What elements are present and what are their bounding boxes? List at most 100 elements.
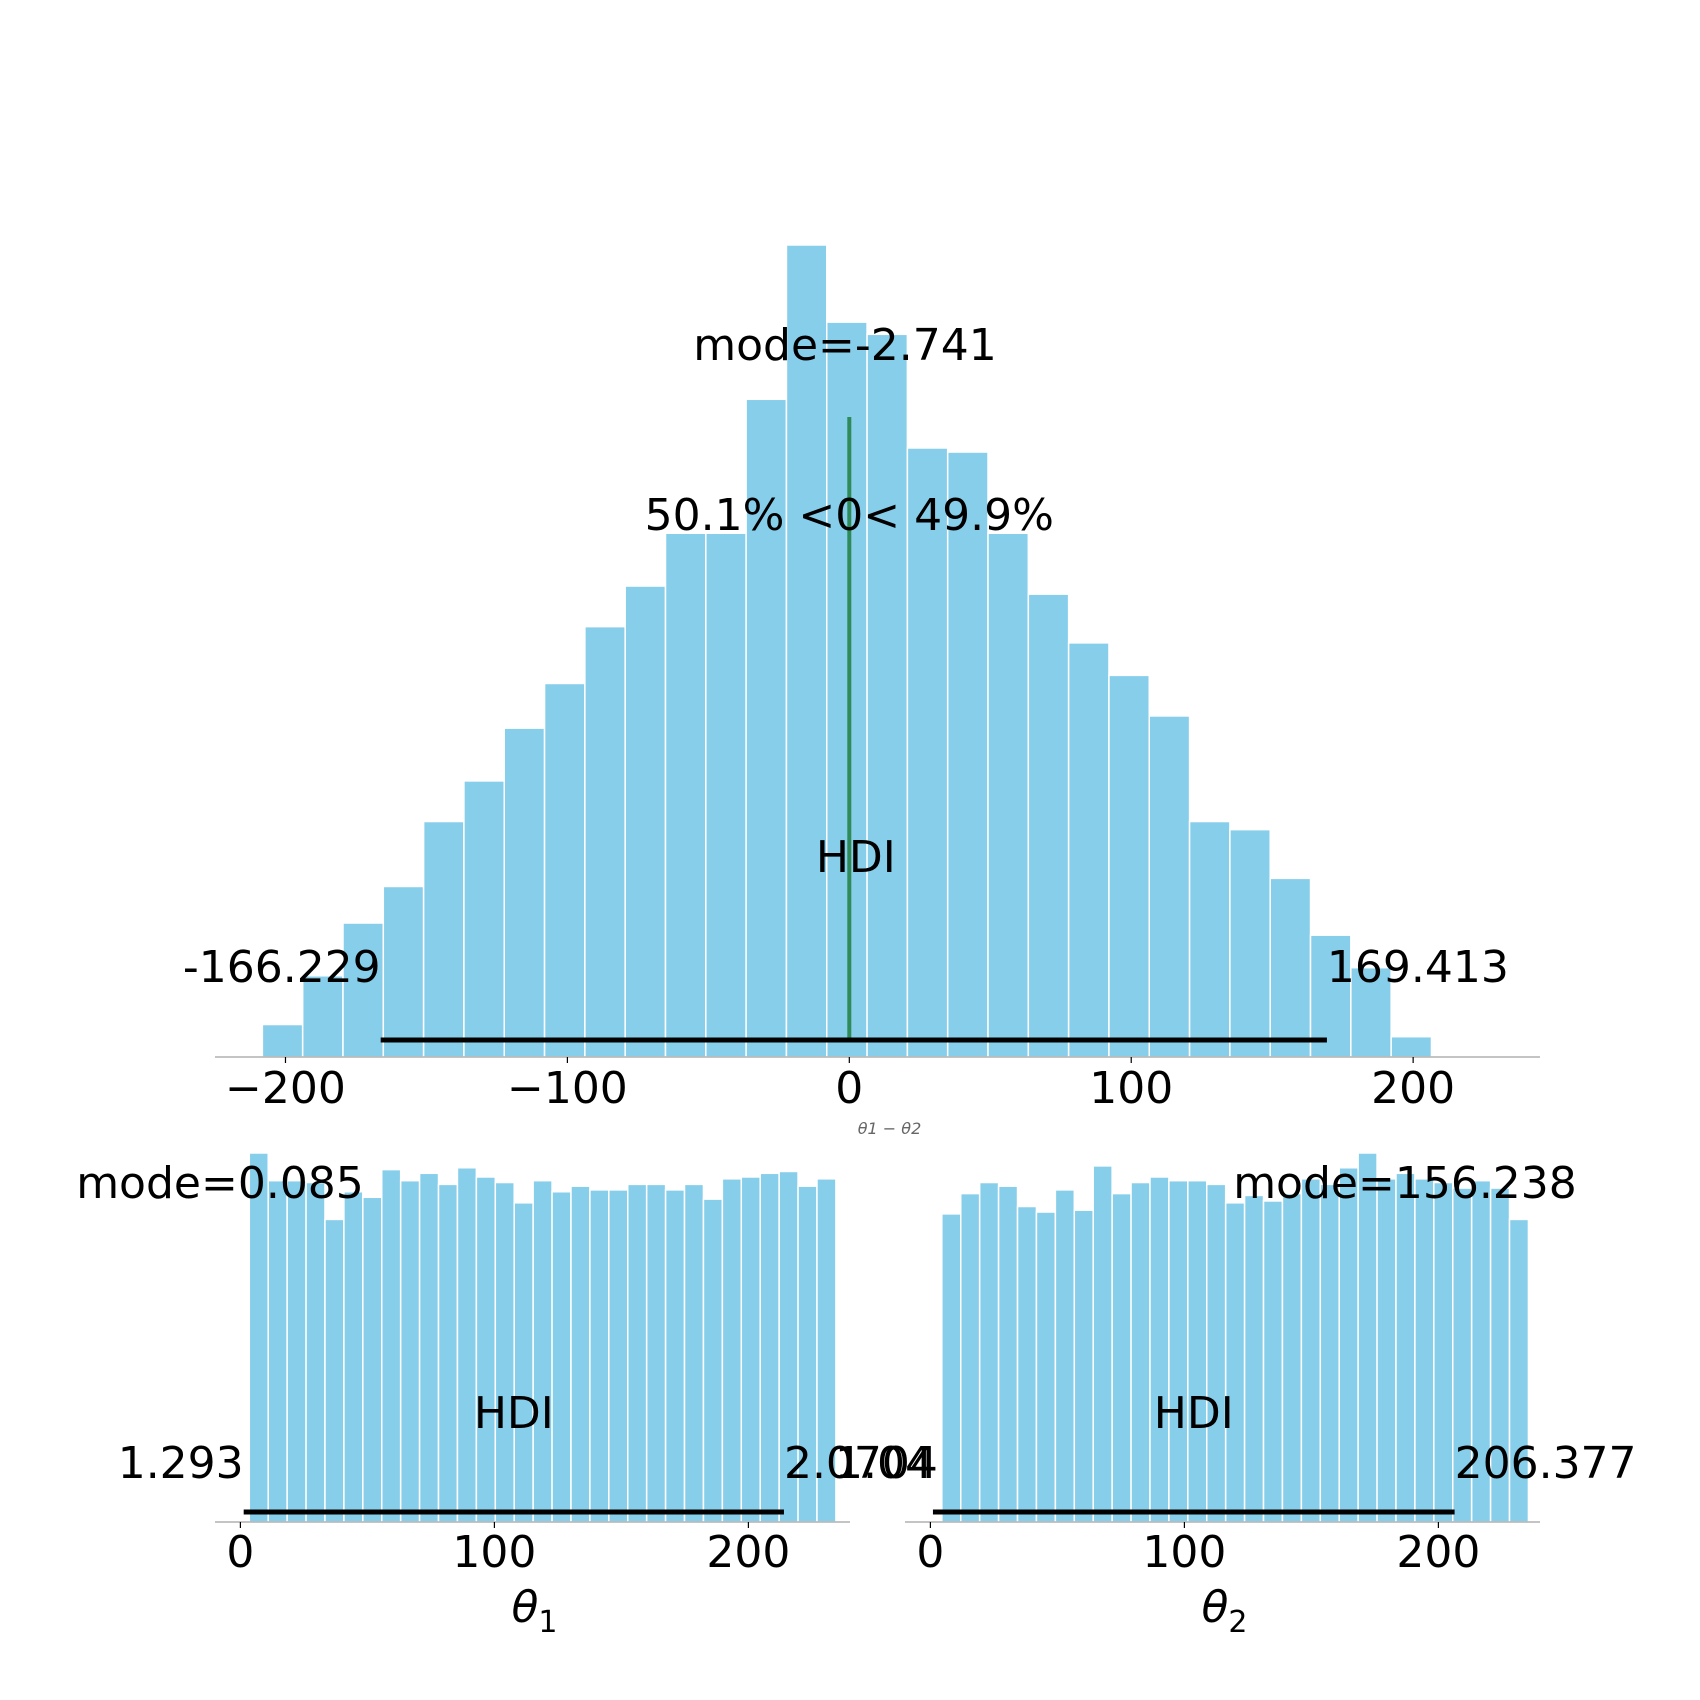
hdi-label: HDI (816, 832, 896, 883)
histogram-bar (543, 682, 586, 1058)
histogram-bar (1054, 1189, 1076, 1523)
histogram-bar (740, 1176, 761, 1523)
histogram-bar (305, 1181, 326, 1523)
histogram-bar (1390, 1035, 1433, 1058)
histogram-bar (1188, 820, 1231, 1058)
histogram-bar (362, 1196, 383, 1523)
histogram-bar (1206, 1183, 1227, 1523)
histogram-bar (1108, 674, 1151, 1058)
histogram-bar (324, 1218, 345, 1523)
histogram-bar (267, 1179, 288, 1523)
x-tick-label: 200 (706, 1527, 790, 1578)
hdi-high-label: 206.377 (1455, 1438, 1637, 1489)
histogram-bar (1309, 934, 1352, 1058)
hdi-high-label: 2.0704 (784, 1438, 938, 1489)
x-axis-label: θ1 (511, 1582, 557, 1640)
hdi-low-label: 1.04 (835, 1438, 933, 1489)
histogram-bar (1414, 1178, 1435, 1523)
histogram-bar (1130, 1181, 1151, 1523)
histogram-bar (382, 885, 425, 1058)
histogram-bar (422, 820, 465, 1058)
x-tick-label: −200 (225, 1063, 346, 1114)
histogram-bar (1319, 1183, 1340, 1523)
histogram-bar (1027, 593, 1070, 1058)
histogram-bar (437, 1183, 459, 1523)
histogram-bar (960, 1192, 981, 1523)
x-tick-label: −100 (507, 1063, 628, 1114)
hdi-low-label: 1.293 (118, 1438, 244, 1489)
difference-panel: −200 −100 0 100 200 θ1 − θ2 50.1% <0< 49.9% mod… (183, 244, 1540, 1138)
histogram-bar (1243, 1194, 1265, 1523)
histogram-bar (463, 780, 505, 1058)
histogram-bar (1281, 1192, 1303, 1523)
x-tick-label: 0 (916, 1527, 944, 1578)
histogram-bar (664, 532, 707, 1058)
x-tick-label: 0 (226, 1527, 254, 1578)
histogram-bar (503, 727, 546, 1058)
histogram-bar (1016, 1205, 1038, 1523)
theta1-panel: 0 100 200 θ1 mode=0.085 HDI 1.293 2.0704 (76, 1152, 938, 1640)
histogram-bar (301, 975, 344, 1058)
x-tick-label: 200 (1371, 1063, 1455, 1114)
histogram-bar (702, 1198, 724, 1523)
histogram-bar (456, 1167, 478, 1523)
histogram-bar (941, 1213, 962, 1523)
histogram-bar (1376, 1178, 1397, 1523)
histogram-bar (608, 1189, 629, 1523)
histogram-bar (1168, 1179, 1189, 1523)
histogram-bar (1073, 1209, 1094, 1523)
histogram-bar (589, 1189, 610, 1523)
histogram-bar (261, 1023, 304, 1058)
hdi-label: HDI (474, 1388, 554, 1439)
histogram-bar (946, 451, 989, 1058)
histogram-bar (532, 1179, 553, 1523)
histogram-bar (494, 1181, 515, 1523)
x-tick-label: 0 (835, 1063, 863, 1114)
histogram-bar (475, 1176, 497, 1523)
histogram-bar (1338, 1167, 1359, 1523)
mode-label: mode=0.085 (76, 1158, 364, 1209)
histogram-bar (342, 922, 385, 1058)
histogram-bar (645, 1183, 667, 1523)
histogram-bar (866, 333, 909, 1058)
histogram-bar (826, 321, 868, 1058)
x-axis-label: θ2 (1201, 1582, 1247, 1640)
histogram-bar (745, 398, 788, 1058)
x-tick-label: 200 (1396, 1527, 1480, 1578)
histogram-bar (978, 1181, 1000, 1523)
histogram-bar (1067, 642, 1110, 1058)
histogram-bar (1229, 828, 1271, 1058)
histogram-bar (513, 1202, 534, 1523)
hdi-low-label: -166.229 (183, 942, 381, 993)
histogram-bar (1395, 1172, 1416, 1523)
hdi-label: HDI (1154, 1388, 1234, 1439)
histogram-bar (343, 1190, 364, 1523)
histogram-bar (570, 1185, 591, 1523)
histogram-bar (997, 1185, 1019, 1523)
histogram-bar (683, 1183, 705, 1523)
histogram-bar (1187, 1179, 1208, 1523)
histogram-bar (759, 1172, 780, 1523)
x-tick-label: 100 (1089, 1063, 1173, 1114)
theta2-panel: 0 100 200 θ2 mode=156.238 HDI 1.04 206.377 (835, 1152, 1637, 1640)
mode-label: mode=156.238 (1233, 1158, 1577, 1209)
histogram-bar (721, 1178, 743, 1523)
histogram-bar (418, 1172, 440, 1523)
histogram-bar (551, 1190, 572, 1523)
histogram-bar (1149, 1176, 1170, 1523)
x-tick-label: 100 (1142, 1527, 1226, 1578)
histogram-bar (1148, 715, 1191, 1058)
histogram-bar (1092, 1165, 1113, 1523)
histogram-bar (1262, 1200, 1284, 1523)
histogram-bar (584, 625, 626, 1058)
histogram-bar (627, 1183, 648, 1523)
histogram-bar (1035, 1211, 1057, 1523)
histogram-bar (664, 1189, 686, 1523)
histogram-bar (1224, 1202, 1246, 1523)
histogram-bar (1300, 1178, 1322, 1523)
histogram-bar (1111, 1192, 1132, 1523)
histogram-bar (399, 1179, 421, 1523)
histogram-bar (1433, 1181, 1454, 1523)
x-tick-label: 100 (452, 1527, 536, 1578)
